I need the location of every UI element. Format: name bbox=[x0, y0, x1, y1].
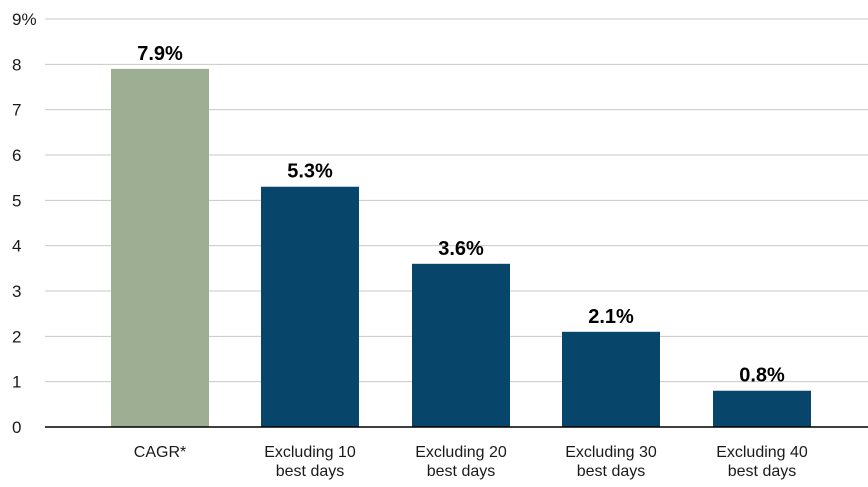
x-category-label: best days bbox=[427, 463, 495, 480]
x-axis-categories: CAGR* Excluding 10 best days Excluding 20 be… bbox=[134, 444, 808, 480]
y-tick-label: 0 bbox=[12, 418, 21, 437]
x-category-label: Excluding 40 bbox=[716, 444, 808, 461]
y-tick-label: 4 bbox=[12, 237, 21, 256]
bar bbox=[562, 331, 660, 427]
bars bbox=[111, 68, 811, 427]
y-tick-label: 6 bbox=[12, 146, 21, 165]
data-label: 7.9% bbox=[137, 43, 183, 65]
bar bbox=[412, 263, 510, 427]
bar bbox=[713, 390, 811, 427]
y-tick-label: 3 bbox=[12, 282, 21, 301]
bar bbox=[261, 186, 359, 427]
x-category-label: Excluding 20 bbox=[415, 444, 507, 461]
y-axis-ticks: 0 1 2 3 4 5 6 7 8 9% bbox=[12, 10, 37, 437]
bar bbox=[111, 68, 209, 427]
data-labels: 7.9% 5.3% 3.6% 2.1% 0.8% bbox=[137, 43, 785, 387]
data-label: 3.6% bbox=[438, 238, 484, 260]
y-tick-label: 2 bbox=[12, 327, 21, 346]
data-label: 2.1% bbox=[588, 306, 634, 328]
x-category-label: Excluding 10 bbox=[264, 444, 356, 461]
data-label: 5.3% bbox=[287, 161, 333, 183]
x-category-label: best days bbox=[728, 463, 796, 480]
x-category-label: best days bbox=[276, 463, 344, 480]
y-tick-label: 1 bbox=[12, 373, 21, 392]
data-label: 0.8% bbox=[739, 365, 785, 387]
y-tick-label: 7 bbox=[12, 101, 21, 120]
y-tick-label: 9% bbox=[12, 10, 37, 29]
y-tick-label: 5 bbox=[12, 191, 21, 210]
x-category-label: best days bbox=[577, 463, 645, 480]
x-category-label: CAGR* bbox=[134, 444, 186, 461]
x-category-label: Excluding 30 bbox=[565, 444, 657, 461]
y-tick-label: 8 bbox=[12, 55, 21, 74]
